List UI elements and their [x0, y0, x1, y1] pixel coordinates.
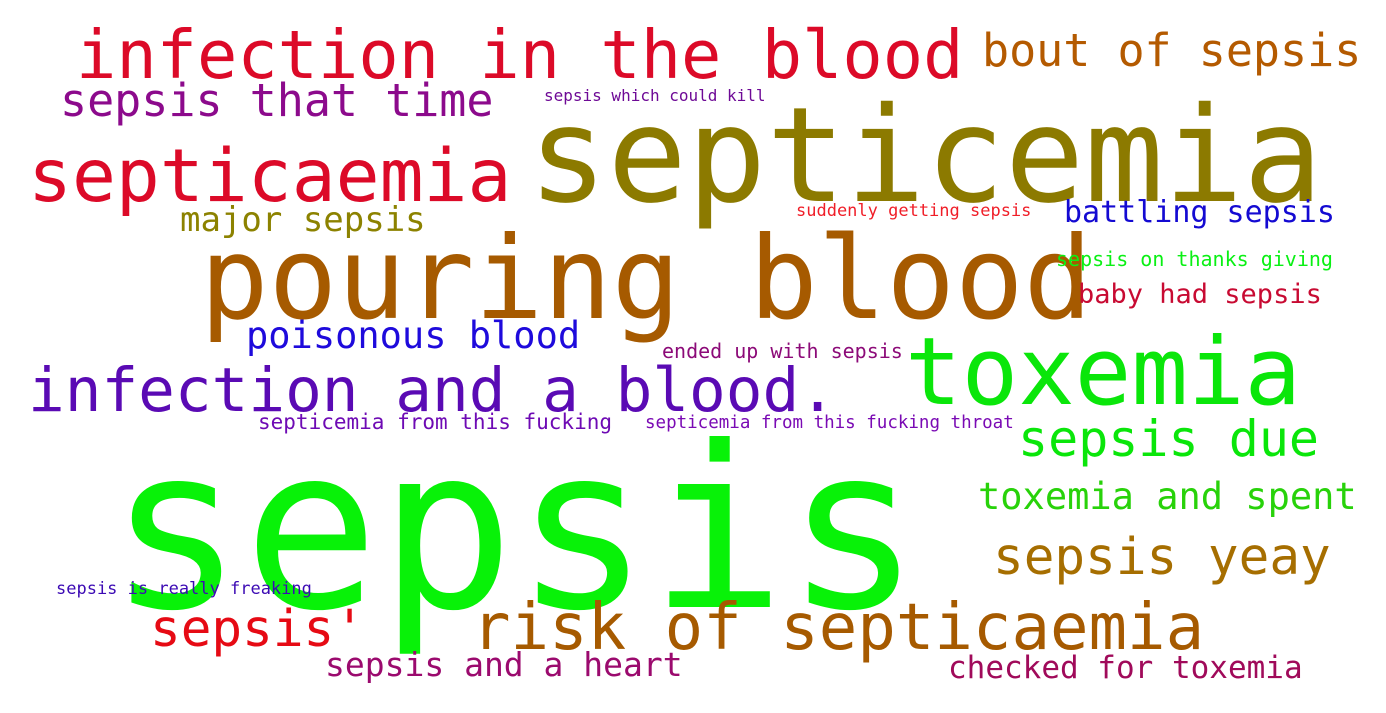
word-sepsis-due: sepsis due: [1018, 410, 1320, 468]
word-baby-had-sepsis: baby had sepsis: [1078, 279, 1322, 310]
word-sepsis-on-thanks-giving: sepsis on thanks giving: [1056, 247, 1333, 271]
word-bout-of-sepsis: bout of sepsis: [982, 24, 1362, 77]
word-sepsis-yeay: sepsis yeay: [993, 528, 1331, 587]
word-sepsis: sepsis: [108, 399, 921, 661]
word-toxemia-and-spent: toxemia and spent: [978, 475, 1357, 518]
word-battling-sepsis: battling sepsis: [1064, 195, 1335, 230]
word-risk-of-septicaemia: risk of septicaemia: [472, 591, 1205, 665]
word-sepsis-that-time: sepsis that time: [60, 74, 494, 127]
word-infection-and-a-blood: infection and a blood.: [28, 355, 836, 426]
word-septicaemia: septicaemia: [28, 134, 512, 219]
word-septicemia-from-this-fucking: septicemia from this fucking: [258, 410, 613, 434]
word-sepsis-and-a-heart: sepsis and a heart: [325, 645, 683, 684]
word-major-sepsis: major sepsis: [180, 200, 426, 240]
word-sepsis-which-could-kill: sepsis which could kill: [544, 86, 766, 105]
word-septicemia: septicemia: [528, 79, 1323, 233]
word-sepsis-apostrophe: sepsis': [150, 600, 365, 659]
word-sepsis-is-really-freaking: sepsis is really freaking: [56, 579, 312, 599]
word-septicemia-from-this-fucking-throat: septicemia from this fucking throat: [645, 413, 1014, 433]
word-checked-for-toxemia: checked for toxemia: [948, 650, 1303, 686]
word-suddenly-getting-sepsis: suddenly getting sepsis: [796, 201, 1032, 221]
word-poisonous-blood: poisonous blood: [246, 314, 581, 357]
word-infection-in-the-blood: infection in the blood: [76, 16, 964, 94]
word-ended-up-with-sepsis: ended up with sepsis: [662, 339, 903, 363]
word-toxemia: toxemia: [905, 318, 1302, 427]
word-pouring-blood: pouring blood: [200, 212, 1093, 345]
